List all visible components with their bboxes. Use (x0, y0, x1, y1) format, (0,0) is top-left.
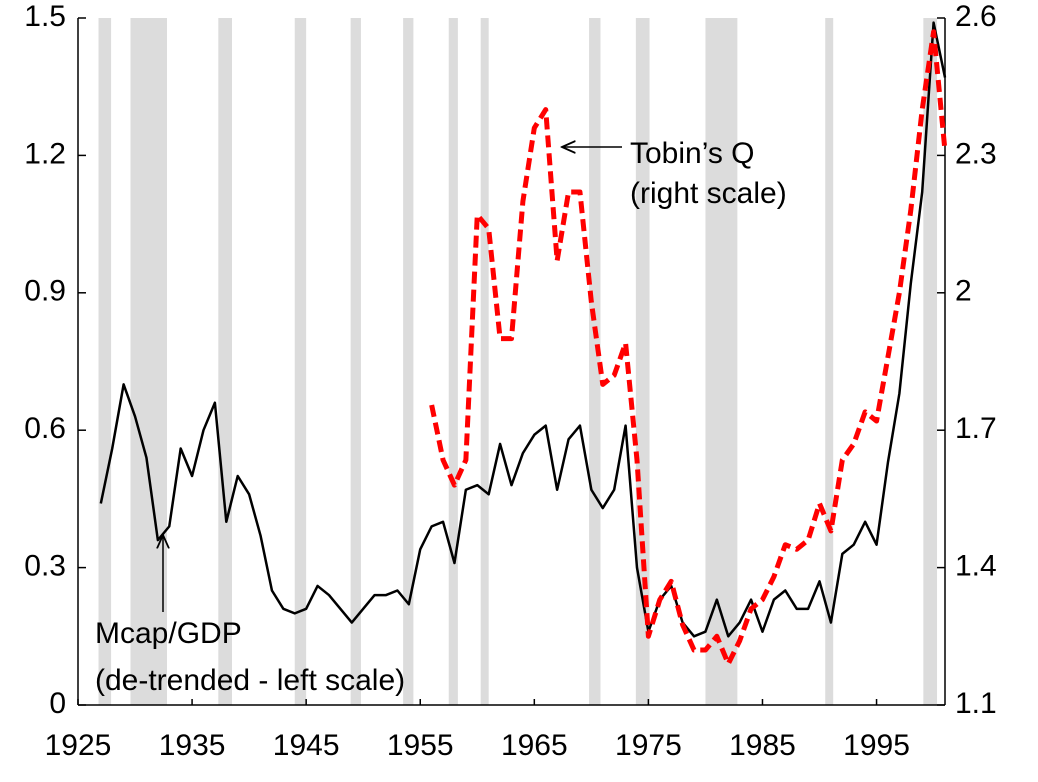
y-tick-label: 1.5 (24, 0, 66, 33)
y-tick-label: 0.6 (24, 412, 66, 445)
recession-shade (480, 18, 489, 705)
recession-shade (403, 18, 414, 705)
annotation: Tobin’s Q (630, 137, 755, 170)
annotation: (right scale) (630, 177, 787, 210)
y2-tick-label: 1.7 (955, 412, 997, 445)
x-tick-label: 1945 (273, 729, 340, 762)
x-tick-label: 1965 (501, 729, 568, 762)
recession-shade (98, 18, 112, 705)
y-tick-label: 0 (49, 687, 66, 720)
x-tick-label: 1955 (387, 729, 454, 762)
annotation: Mcap/GDP (95, 617, 242, 650)
y2-tick-label: 2.3 (955, 137, 997, 170)
y-tick-label: 1.2 (24, 137, 66, 170)
annotation: (de-trended - left scale) (95, 664, 405, 697)
recession-shade (825, 18, 834, 705)
y-tick-label: 0.3 (24, 550, 66, 583)
recession-shade (350, 18, 361, 705)
recession-shade (130, 18, 167, 705)
x-tick-label: 1985 (729, 729, 796, 762)
y2-tick-label: 2 (955, 275, 972, 308)
x-tick-label: 1925 (45, 729, 112, 762)
recession-shade (294, 18, 307, 705)
y2-tick-label: 1.1 (955, 687, 997, 720)
series-line (429, 29, 948, 667)
y-tick-label: 0.9 (24, 275, 66, 308)
recession-shade (218, 18, 233, 705)
x-tick-label: 1935 (159, 729, 226, 762)
x-tick-label: 1975 (615, 729, 682, 762)
recession-shade (589, 18, 601, 705)
recession-shade (705, 18, 738, 705)
recession-shade (448, 18, 458, 705)
series-line (99, 21, 947, 638)
x-tick-label: 1995 (843, 729, 910, 762)
y2-tick-label: 2.6 (955, 0, 997, 33)
y2-tick-label: 1.4 (955, 550, 997, 583)
recession-shade (923, 18, 938, 705)
